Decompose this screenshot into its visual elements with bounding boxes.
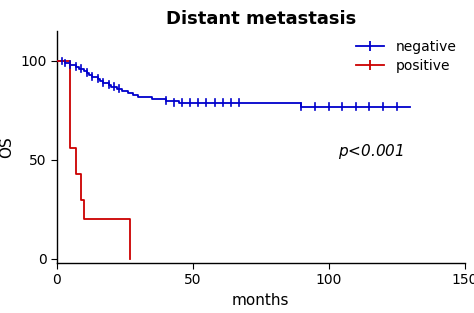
Y-axis label: OS: OS	[0, 136, 15, 158]
X-axis label: months: months	[232, 293, 290, 308]
Legend: negative, positive: negative, positive	[351, 34, 462, 79]
Title: Distant metastasis: Distant metastasis	[165, 10, 356, 28]
Text: $p$<0.001: $p$<0.001	[338, 142, 404, 162]
